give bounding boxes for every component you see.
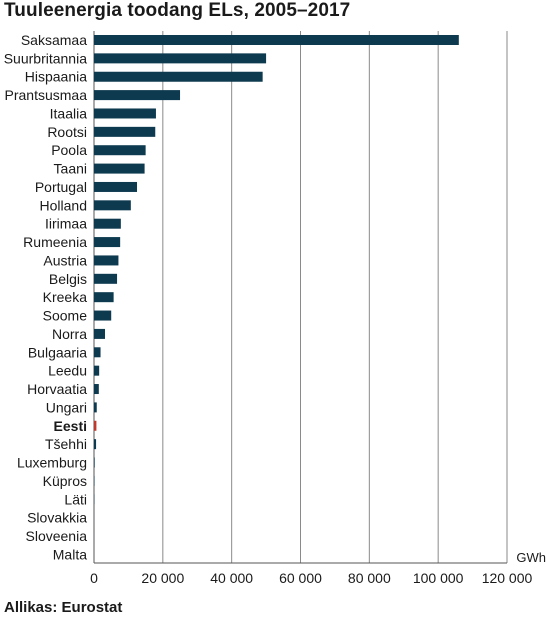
bar xyxy=(94,292,114,303)
x-tick-label: 100 000 xyxy=(413,570,464,586)
bar xyxy=(94,420,97,431)
category-label: Horvaatia xyxy=(27,381,87,397)
category-label: Bulgaaria xyxy=(28,344,87,360)
x-tick-label: 20 000 xyxy=(141,570,184,586)
category-label: Iirimaa xyxy=(45,216,87,232)
category-label: Kreeka xyxy=(43,289,88,305)
category-label: Norra xyxy=(52,326,87,342)
bar xyxy=(94,255,119,266)
category-label: Läti xyxy=(64,491,87,507)
x-tick-labels: 0 20 000 40 000 60 000 80 000 100 000 120 000 xyxy=(90,570,532,586)
category-label: Leedu xyxy=(48,363,87,379)
chart-title: Tuuleenergia toodang ELs, 2005–2017 xyxy=(4,0,351,21)
category-label: Itaalia xyxy=(50,105,88,121)
bar xyxy=(94,457,95,468)
bar xyxy=(94,273,118,284)
category-labels: Saksamaa Suurbritannia Hispaania Prantsusma… xyxy=(4,32,87,562)
bar xyxy=(94,163,145,174)
category-label: Austria xyxy=(43,252,87,268)
category-label: Soome xyxy=(43,308,88,324)
category-label: Prantsusmaa xyxy=(5,87,88,103)
category-label: Eesti xyxy=(54,418,87,434)
category-label: Belgis xyxy=(49,271,87,287)
category-label: Slovakkia xyxy=(27,510,87,526)
bar xyxy=(94,108,156,119)
bar xyxy=(94,328,106,339)
bar xyxy=(94,35,459,45)
category-label: Rumeenia xyxy=(23,234,87,250)
bar xyxy=(94,402,97,413)
bar xyxy=(94,475,95,486)
category-label: Ungari xyxy=(46,399,87,415)
source-note: Allikas: Eurostat xyxy=(4,599,123,616)
bar xyxy=(94,145,146,156)
bar xyxy=(94,237,121,248)
category-label: Saksamaa xyxy=(21,32,87,48)
bar xyxy=(94,71,263,82)
bar xyxy=(94,200,131,211)
bar xyxy=(94,384,99,395)
x-tick-label: 40 000 xyxy=(210,570,253,586)
bar xyxy=(94,53,267,64)
category-label: Taani xyxy=(54,161,87,177)
bar xyxy=(94,310,112,321)
category-label: Tšehhi xyxy=(45,436,87,452)
category-label: Küpros xyxy=(43,473,87,489)
category-label: Portugal xyxy=(35,179,87,195)
bar xyxy=(94,439,97,450)
bar xyxy=(94,218,121,229)
category-label: Rootsi xyxy=(47,124,87,140)
category-label: Malta xyxy=(53,546,87,562)
category-label: Suurbritannia xyxy=(4,50,87,66)
category-label: Poola xyxy=(51,142,87,158)
category-label: Luxemburg xyxy=(17,455,87,471)
x-tick-label: 0 xyxy=(90,570,98,586)
category-label: Sloveenia xyxy=(26,528,88,544)
category-label: Holland xyxy=(40,197,87,213)
bar xyxy=(94,347,101,358)
bars-layer xyxy=(94,35,459,541)
bar xyxy=(94,181,138,192)
grid-layer xyxy=(93,31,508,564)
bar xyxy=(94,365,100,376)
x-tick-label: 80 000 xyxy=(348,570,391,586)
x-tick-label: 60 000 xyxy=(279,570,322,586)
x-tick-label: 120 000 xyxy=(482,570,533,586)
bar xyxy=(94,126,156,137)
unit-label: GWh xyxy=(516,550,546,565)
bar xyxy=(94,90,181,101)
category-label: Hispaania xyxy=(25,69,87,85)
